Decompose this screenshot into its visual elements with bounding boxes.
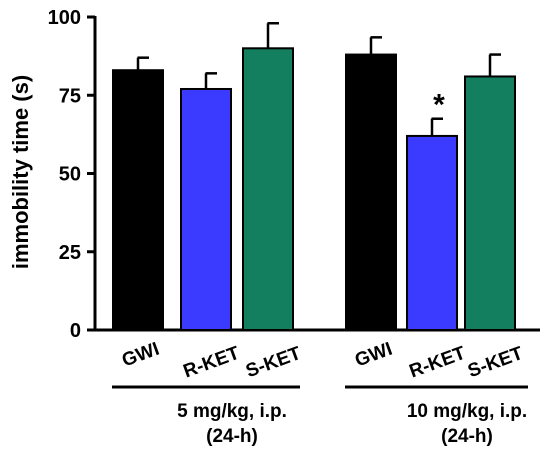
bars — [112, 22, 516, 332]
bar-s-ket — [464, 75, 516, 331]
significance-marker: * — [433, 89, 445, 122]
category-label: GWI — [352, 339, 395, 372]
category-label: GWI — [119, 339, 162, 372]
group-label: 10 mg/kg, i.p. — [407, 401, 527, 422]
bar-r-ket — [406, 134, 458, 331]
axes: 0 25 50 75 100 — [48, 7, 540, 342]
group-label: 5 mg/kg, i.p. — [177, 401, 287, 422]
category-label: R-KET — [181, 343, 243, 383]
bar-s-ket — [242, 47, 294, 332]
category-label: S-KET — [243, 343, 304, 382]
y-tick-label: 0 — [70, 320, 81, 342]
y-axis-label: immobility time (s) — [8, 75, 33, 269]
category-label: S-KET — [465, 343, 526, 382]
bar-r-ket — [180, 87, 232, 331]
category-label: R-KET — [407, 343, 469, 383]
bar-gwi — [112, 69, 164, 332]
y-tick-label: 100 — [48, 7, 81, 29]
bar-gwi — [345, 53, 397, 332]
y-tick-label: 25 — [59, 242, 81, 264]
y-tick-label: 50 — [59, 164, 81, 186]
y-tick-label: 75 — [59, 85, 81, 107]
group-sublabel: (24-h) — [441, 426, 493, 447]
group-sublabel: (24-h) — [206, 426, 258, 447]
